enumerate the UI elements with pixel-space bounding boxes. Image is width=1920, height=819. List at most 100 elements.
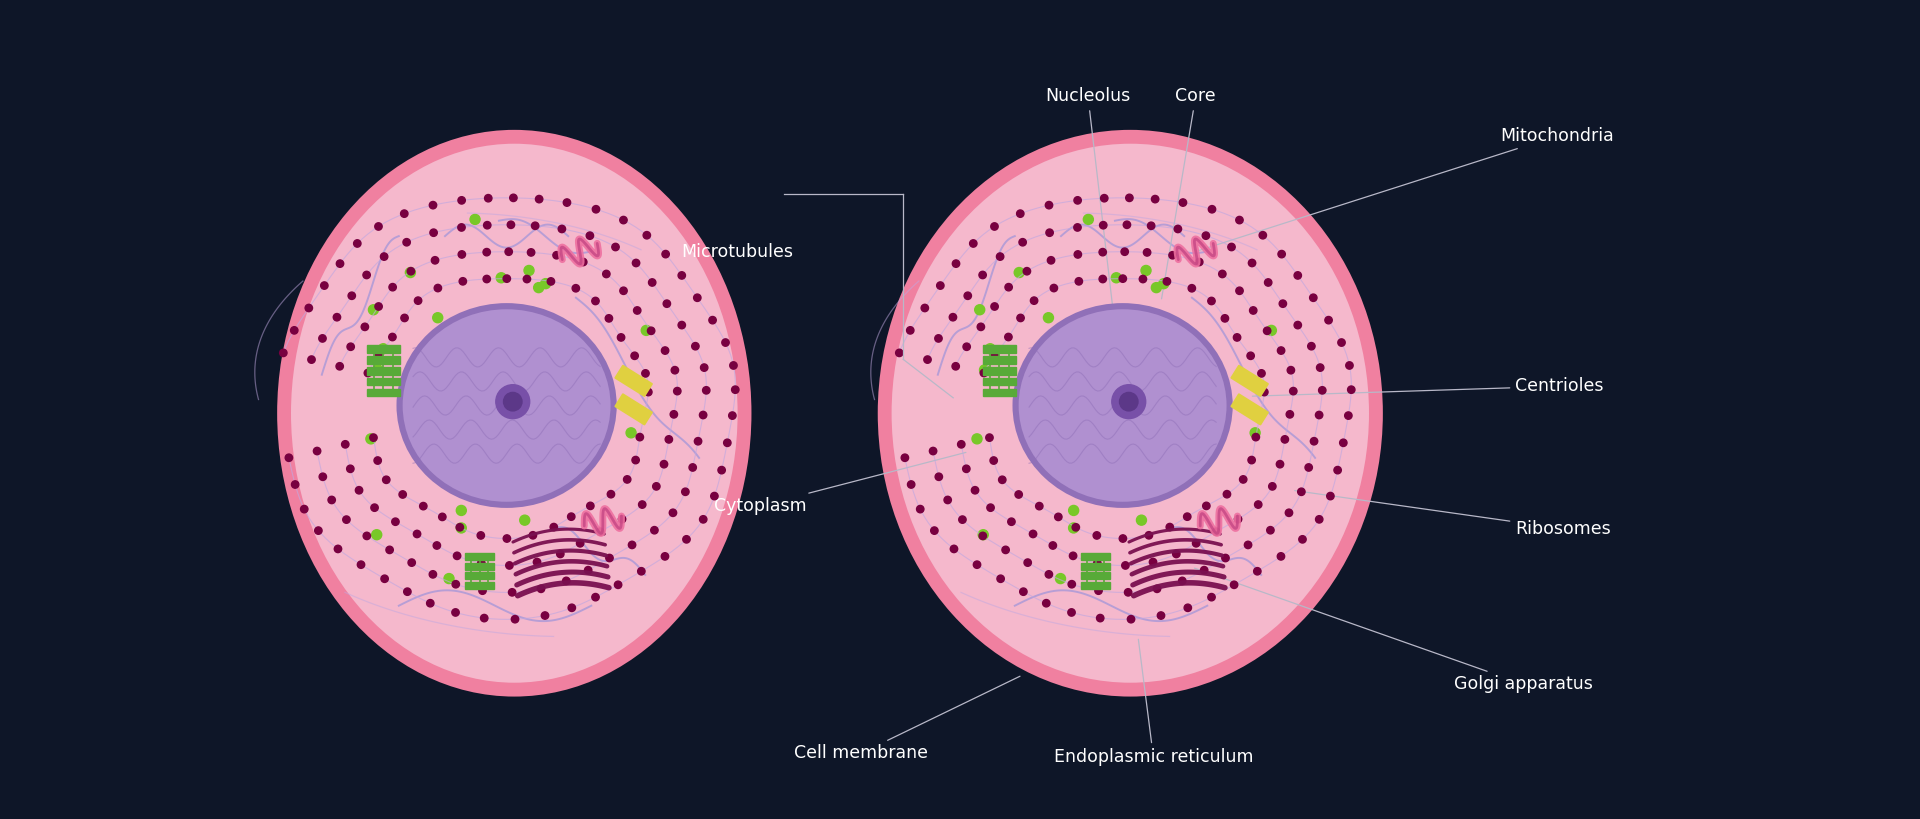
Circle shape	[403, 588, 411, 595]
Circle shape	[981, 369, 987, 377]
Circle shape	[559, 225, 566, 233]
Circle shape	[361, 324, 369, 331]
Circle shape	[503, 275, 511, 283]
Circle shape	[348, 343, 355, 351]
Circle shape	[660, 553, 668, 560]
Circle shape	[682, 488, 689, 495]
Circle shape	[1309, 437, 1317, 445]
Circle shape	[1020, 238, 1027, 246]
Circle shape	[1123, 221, 1131, 229]
Circle shape	[1173, 550, 1181, 558]
Circle shape	[1236, 216, 1242, 224]
Circle shape	[634, 307, 641, 314]
Circle shape	[724, 439, 732, 446]
Circle shape	[438, 514, 445, 521]
Circle shape	[1263, 327, 1271, 334]
Circle shape	[371, 434, 376, 441]
Circle shape	[1294, 272, 1302, 279]
Circle shape	[1004, 333, 1012, 341]
Polygon shape	[465, 553, 493, 560]
Circle shape	[457, 523, 467, 533]
Circle shape	[1279, 300, 1286, 307]
Circle shape	[1127, 616, 1135, 623]
Circle shape	[1334, 467, 1342, 474]
Circle shape	[280, 349, 286, 356]
Circle shape	[363, 532, 371, 540]
Circle shape	[367, 434, 376, 444]
Circle shape	[979, 271, 987, 278]
Circle shape	[1175, 225, 1181, 233]
Circle shape	[1221, 554, 1229, 562]
Circle shape	[1315, 411, 1323, 419]
Circle shape	[1252, 433, 1260, 441]
Circle shape	[1075, 278, 1083, 285]
Circle shape	[1112, 273, 1121, 283]
Circle shape	[480, 614, 488, 622]
Circle shape	[413, 530, 420, 537]
Circle shape	[541, 278, 551, 288]
Circle shape	[305, 305, 313, 312]
Circle shape	[553, 251, 561, 259]
Circle shape	[1248, 260, 1256, 267]
Circle shape	[1144, 249, 1150, 256]
Circle shape	[1158, 612, 1165, 619]
Circle shape	[1265, 278, 1271, 286]
Circle shape	[1043, 600, 1050, 607]
Text: Nucleolus: Nucleolus	[1044, 87, 1131, 389]
Circle shape	[1014, 268, 1023, 278]
Circle shape	[1018, 314, 1023, 322]
Circle shape	[703, 387, 710, 394]
Circle shape	[1306, 464, 1313, 471]
Polygon shape	[983, 346, 1016, 353]
Ellipse shape	[877, 130, 1382, 697]
Circle shape	[1119, 535, 1127, 542]
Text: Cytoplasm: Cytoplasm	[714, 452, 966, 514]
Circle shape	[985, 344, 995, 354]
Circle shape	[1081, 361, 1091, 371]
Circle shape	[1236, 287, 1244, 295]
Circle shape	[636, 433, 643, 441]
Circle shape	[691, 342, 699, 350]
Circle shape	[964, 343, 970, 351]
Circle shape	[399, 491, 407, 498]
Text: Endoplasmic reticulum: Endoplasmic reticulum	[1054, 640, 1254, 766]
Circle shape	[371, 504, 378, 511]
Circle shape	[451, 581, 459, 588]
Circle shape	[1068, 609, 1075, 616]
Circle shape	[344, 516, 349, 523]
Circle shape	[1073, 197, 1081, 204]
Circle shape	[1154, 585, 1162, 592]
Circle shape	[653, 482, 660, 490]
Circle shape	[647, 327, 655, 334]
Circle shape	[1071, 523, 1079, 531]
Circle shape	[357, 561, 365, 568]
Circle shape	[528, 249, 536, 256]
Circle shape	[991, 223, 998, 230]
Circle shape	[1250, 428, 1260, 438]
Polygon shape	[367, 388, 399, 396]
Circle shape	[689, 464, 697, 471]
Circle shape	[532, 222, 540, 229]
Circle shape	[1325, 316, 1332, 324]
Circle shape	[1248, 456, 1256, 464]
Circle shape	[453, 552, 461, 559]
Circle shape	[451, 409, 461, 419]
Ellipse shape	[1012, 303, 1233, 508]
Circle shape	[1348, 386, 1356, 393]
Circle shape	[290, 327, 298, 334]
Circle shape	[977, 530, 989, 540]
Circle shape	[1208, 594, 1215, 601]
Circle shape	[662, 300, 670, 307]
Circle shape	[618, 333, 624, 342]
Circle shape	[641, 410, 649, 417]
Circle shape	[451, 609, 459, 616]
Circle shape	[407, 268, 415, 275]
Circle shape	[662, 251, 670, 258]
Circle shape	[1100, 221, 1108, 229]
Circle shape	[1100, 195, 1108, 202]
Circle shape	[1035, 502, 1043, 510]
Circle shape	[321, 282, 328, 289]
Text: Core: Core	[1162, 87, 1215, 299]
Circle shape	[1068, 581, 1075, 588]
Circle shape	[1202, 502, 1210, 509]
